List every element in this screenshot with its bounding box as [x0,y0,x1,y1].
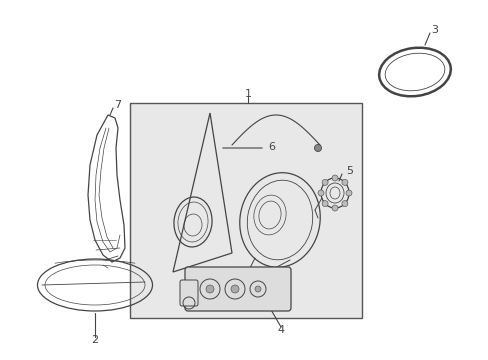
Text: 6: 6 [268,142,275,152]
Text: 5: 5 [346,166,353,176]
Circle shape [254,286,261,292]
Circle shape [322,179,327,185]
Text: 2: 2 [91,335,99,345]
Circle shape [341,201,347,207]
Circle shape [331,175,337,181]
FancyBboxPatch shape [184,267,290,311]
Circle shape [317,190,324,196]
Circle shape [346,190,351,196]
Bar [130,103,361,318]
Circle shape [230,285,239,293]
Circle shape [322,201,327,207]
Circle shape [341,179,347,185]
Circle shape [314,144,321,152]
Text: 7: 7 [114,100,122,110]
Circle shape [331,205,337,211]
FancyBboxPatch shape [180,280,198,306]
Text: 4: 4 [277,325,284,335]
Circle shape [205,285,214,293]
Text: 3: 3 [430,25,438,35]
Text: 1: 1 [244,89,251,99]
